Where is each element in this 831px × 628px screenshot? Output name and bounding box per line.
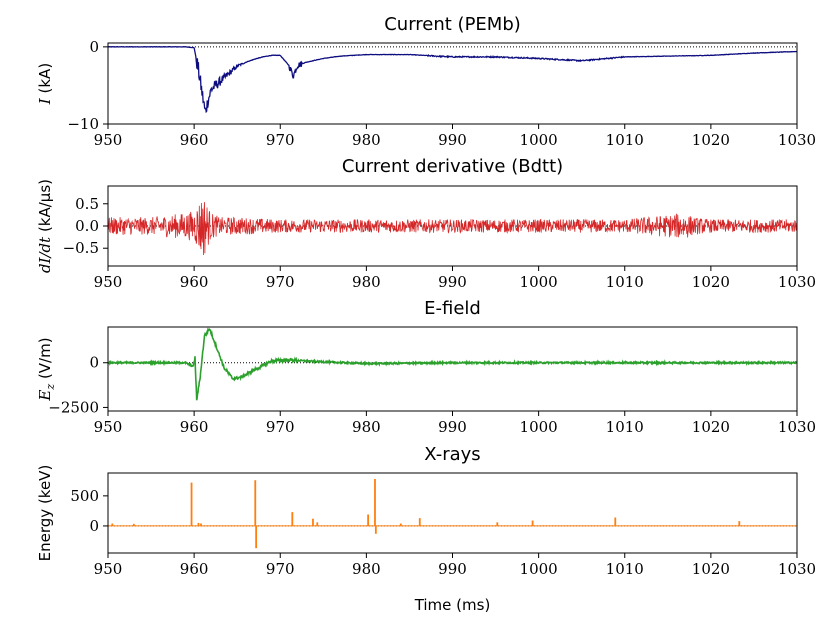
x-tick-label: 1020 bbox=[692, 131, 730, 149]
x-tick-label: 990 bbox=[438, 273, 467, 291]
axes-frame bbox=[107, 472, 798, 554]
y-tick-label: 0 bbox=[89, 517, 99, 535]
x-tick-label: 1020 bbox=[692, 418, 730, 436]
y-axis-variable: E bbox=[36, 390, 54, 402]
chart-title: Current derivative (Bdtt) bbox=[342, 156, 563, 177]
y-axis-variable: dI/dt bbox=[36, 236, 54, 273]
x-tick-label: 970 bbox=[266, 273, 295, 291]
x-tick-label: 990 bbox=[438, 560, 467, 578]
chart-panel-1: Current (PEMb) 950 960 970 980 990 1000 1010 102… bbox=[36, 14, 816, 149]
chart-title: Current (PEMb) bbox=[384, 14, 521, 35]
x-tick-label: 1010 bbox=[606, 418, 644, 436]
x-tick-label: 950 bbox=[94, 131, 123, 149]
x-tick-label: 950 bbox=[94, 273, 123, 291]
x-tick-label: 1020 bbox=[692, 560, 730, 578]
y-axis-unit: (V/m) bbox=[36, 337, 54, 383]
x-tick-label: 970 bbox=[266, 560, 295, 578]
y-tick-label: 0 bbox=[89, 38, 99, 56]
chart-panel-2: Current derivative (Bdtt) 950 960 970 980 990… bbox=[36, 156, 816, 291]
data-layer bbox=[108, 45, 797, 114]
efield-series-line bbox=[108, 327, 797, 401]
current-series-line bbox=[108, 45, 797, 114]
x-tick-label: 980 bbox=[352, 560, 381, 578]
y-axis-unit: (kA/μs) bbox=[36, 179, 54, 237]
x-tick-label: 1030 bbox=[778, 131, 816, 149]
y-tick-label: 500 bbox=[70, 487, 99, 505]
x-tick-label: 960 bbox=[180, 418, 209, 436]
axes-frame bbox=[107, 326, 798, 412]
x-tick-label: 1000 bbox=[520, 273, 558, 291]
derivative-series-line bbox=[108, 202, 797, 256]
y-axis-unit: (kA) bbox=[36, 63, 54, 98]
x-tick-label: 970 bbox=[266, 131, 295, 149]
y-axis-label: I (kA) bbox=[36, 63, 54, 105]
y-axis-variable: I bbox=[36, 97, 54, 105]
data-layer bbox=[108, 479, 797, 549]
x-tick-label: 1030 bbox=[778, 273, 816, 291]
y-tick-label: −2500 bbox=[48, 398, 99, 416]
x-tick-label: 980 bbox=[352, 131, 381, 149]
x-tick-label: 1000 bbox=[520, 418, 558, 436]
x-tick-label: 1030 bbox=[778, 418, 816, 436]
x-tick-label: 1000 bbox=[520, 560, 558, 578]
x-tick-label: 1000 bbox=[520, 131, 558, 149]
y-tick-label: 0.0 bbox=[75, 217, 99, 235]
data-layer bbox=[108, 327, 797, 401]
x-tick-label: 1010 bbox=[606, 273, 644, 291]
x-tick-label: 990 bbox=[438, 418, 467, 436]
data-layer bbox=[108, 202, 797, 256]
y-tick-label: 0.5 bbox=[75, 195, 99, 213]
y-axis-label: dI/dt (kA/μs) bbox=[36, 179, 54, 273]
x-tick-label: 950 bbox=[94, 560, 123, 578]
y-axis-label: Ez (V/m) bbox=[36, 337, 57, 401]
x-tick-label: 950 bbox=[94, 418, 123, 436]
y-axis-label: Energy (keV) bbox=[36, 465, 54, 562]
y-tick-label: −0.5 bbox=[63, 239, 99, 257]
x-tick-label: 1010 bbox=[606, 131, 644, 149]
x-tick-label: 1010 bbox=[606, 560, 644, 578]
x-tick-label: 960 bbox=[180, 273, 209, 291]
x-tick-label: 990 bbox=[438, 131, 467, 149]
x-tick-label: 1030 bbox=[778, 560, 816, 578]
x-axis-label: Time (ms) bbox=[414, 596, 491, 614]
x-tick-label: 980 bbox=[352, 273, 381, 291]
chart-title: X-rays bbox=[424, 444, 480, 465]
x-tick-label: 1020 bbox=[692, 273, 730, 291]
y-tick-label: 0 bbox=[89, 354, 99, 372]
y-axis-subscript: z bbox=[44, 384, 57, 391]
x-tick-label: 960 bbox=[180, 560, 209, 578]
chart-panel-4: X-rays 950 960 970 980 990 1000 1010 1020 1030 500… bbox=[36, 444, 816, 614]
chart-panel-3: E-field 950 960 970 980 990 1000 1010 1020 1030 0 −… bbox=[36, 298, 816, 436]
x-tick-label: 970 bbox=[266, 418, 295, 436]
x-tick-label: 960 bbox=[180, 131, 209, 149]
chart-title: E-field bbox=[424, 298, 481, 319]
y-tick-label: −10 bbox=[67, 115, 99, 133]
x-tick-label: 980 bbox=[352, 418, 381, 436]
